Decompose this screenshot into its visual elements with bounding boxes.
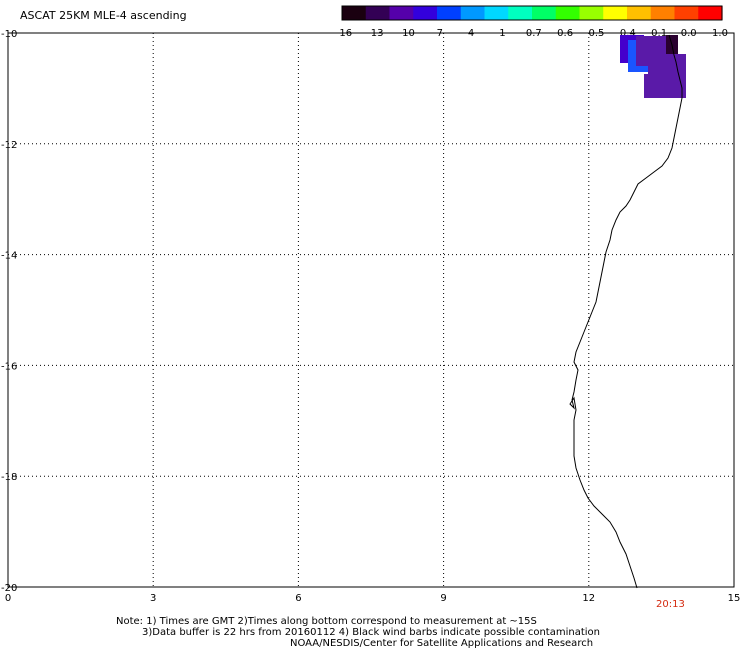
y-tick-label: -18 <box>1 472 17 483</box>
colorbar-swatch <box>508 6 533 20</box>
y-tick-label: -12 <box>1 140 17 151</box>
note-line-1: Note: 1) Times are GMT 2)Times along bot… <box>116 616 537 627</box>
y-tick-label: -14 <box>1 251 17 262</box>
x-tick-label: 9 <box>440 593 446 604</box>
note-line-2: 3)Data buffer is 22 hrs from 20160112 4)… <box>142 627 600 638</box>
x-tick-label: 3 <box>150 593 156 604</box>
colorbar-swatch <box>698 6 723 20</box>
plot-frame <box>7 32 735 588</box>
colorbar-swatch <box>460 6 486 20</box>
axis-labels: 0 3 6 9 12 15 -10 -12 -14 -16 -18 -20 <box>1 29 740 604</box>
colorbar-swatch <box>484 6 509 20</box>
colorbar-swatch <box>579 6 604 20</box>
time-label: 20:13 <box>656 599 685 610</box>
colorbar-swatch <box>650 6 676 20</box>
colorbar-border <box>341 5 723 21</box>
y-tick-label: -20 <box>1 583 17 594</box>
y-tick-label: -10 <box>1 29 17 40</box>
colorbar-swatch <box>437 6 462 20</box>
map-plot: 0 3 6 9 12 15 -10 -12 -14 -16 -18 -20 <box>1 29 740 604</box>
colorbar-swatch <box>603 6 628 20</box>
coastline <box>569 34 683 589</box>
colorbar-swatch <box>365 6 391 20</box>
colorbar-swatch <box>389 6 414 20</box>
colorbar-swatch <box>627 6 652 20</box>
colorbar-swatch <box>532 6 557 20</box>
lat-lon-grid <box>8 33 734 587</box>
coastline-path <box>569 34 683 589</box>
colorbar-swatch <box>674 6 699 20</box>
x-tick-label: 6 <box>295 593 301 604</box>
note-line-3: NOAA/NESDIS/Center for Satellite Applica… <box>290 638 594 649</box>
y-tick-label: -16 <box>1 361 17 372</box>
colorbar-swatch <box>555 6 581 20</box>
colorbar-swatch <box>342 6 367 20</box>
x-tick-label: 0 <box>5 593 11 604</box>
wind-data-cells <box>620 35 686 98</box>
x-tick-label: 12 <box>582 593 595 604</box>
map-title: ASCAT 25KM MLE-4 ascending <box>20 9 187 22</box>
colorbar-swatch <box>413 6 438 20</box>
frame-border <box>7 32 735 588</box>
x-tick-label: 15 <box>728 593 740 604</box>
